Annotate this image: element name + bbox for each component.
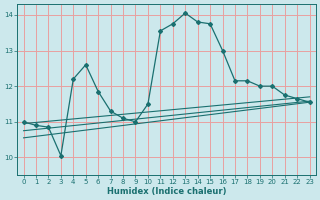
X-axis label: Humidex (Indice chaleur): Humidex (Indice chaleur) (107, 187, 226, 196)
